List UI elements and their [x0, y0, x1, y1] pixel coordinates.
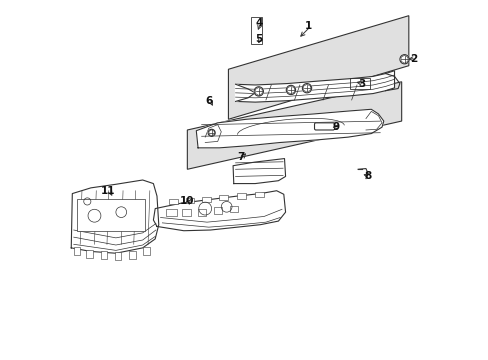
Bar	[129, 251, 135, 258]
Bar	[169, 199, 178, 204]
Bar	[185, 198, 194, 203]
Bar	[86, 249, 93, 257]
Bar	[255, 192, 264, 197]
Polygon shape	[235, 84, 255, 102]
Bar	[182, 209, 190, 216]
Text: 4: 4	[255, 18, 262, 28]
FancyBboxPatch shape	[314, 123, 334, 130]
Bar	[237, 193, 246, 199]
Text: 5: 5	[255, 34, 262, 44]
Bar	[101, 251, 107, 259]
Bar	[74, 247, 80, 255]
Bar	[165, 209, 176, 216]
Bar	[77, 199, 145, 231]
Polygon shape	[153, 191, 285, 231]
Bar	[201, 197, 210, 202]
Text: 8: 8	[364, 171, 370, 181]
Polygon shape	[71, 180, 159, 253]
Text: 3: 3	[358, 78, 365, 89]
Bar	[214, 207, 222, 213]
Bar	[219, 195, 228, 201]
Polygon shape	[187, 82, 401, 169]
Polygon shape	[233, 158, 285, 184]
Text: 2: 2	[410, 54, 417, 64]
Text: 10: 10	[180, 197, 194, 206]
Text: 7: 7	[237, 152, 244, 162]
Polygon shape	[196, 109, 383, 148]
Circle shape	[399, 55, 408, 64]
Bar	[115, 252, 121, 260]
Circle shape	[302, 84, 311, 93]
Bar	[250, 18, 261, 44]
Circle shape	[254, 87, 263, 96]
Bar	[230, 206, 238, 212]
Text: 6: 6	[205, 96, 212, 107]
Polygon shape	[228, 16, 408, 119]
Circle shape	[285, 85, 295, 95]
Polygon shape	[235, 71, 394, 102]
Bar	[198, 209, 205, 216]
Bar	[143, 247, 149, 255]
Text: 1: 1	[305, 21, 312, 31]
Text: 9: 9	[331, 122, 339, 132]
Bar	[349, 78, 369, 89]
Text: 11: 11	[101, 186, 115, 197]
Circle shape	[207, 129, 215, 136]
